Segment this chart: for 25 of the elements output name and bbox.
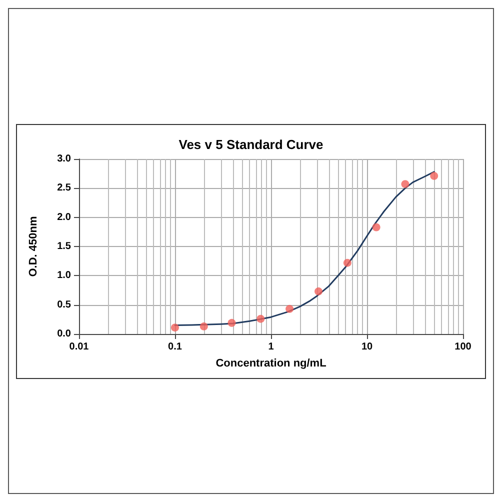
y-tick-label: 0.5: [57, 298, 72, 310]
point: [314, 286, 323, 295]
point: [200, 322, 208, 330]
y-tick-label: 3.0: [57, 153, 72, 164]
point: [286, 304, 294, 312]
x-tick-label: 0.1: [168, 341, 182, 352]
point: [401, 180, 410, 188]
x-tick-label: 100: [454, 341, 472, 352]
y-tick-label: 0.0: [57, 328, 72, 339]
point: [343, 258, 352, 266]
point: [430, 171, 438, 180]
y-tick-label: 1.0: [57, 270, 72, 281]
x-tick-label: 10: [361, 341, 373, 352]
chart-title: Ves v 5 Standard Curve: [178, 136, 324, 152]
y-tick-label: 1.5: [57, 240, 72, 252]
point: [372, 222, 380, 231]
x-tick-label: 1: [268, 341, 274, 352]
x-tick-label: 0.01: [69, 341, 90, 352]
point: [228, 318, 236, 326]
x-axis-title: Concentration ng/mL: [216, 357, 327, 369]
point: [256, 314, 265, 322]
point: [171, 323, 179, 332]
y-axis-title: O.D. 450nm: [28, 216, 40, 276]
y-tick-label: 2.0: [57, 211, 72, 222]
y-tick-label: 2.5: [57, 182, 72, 194]
